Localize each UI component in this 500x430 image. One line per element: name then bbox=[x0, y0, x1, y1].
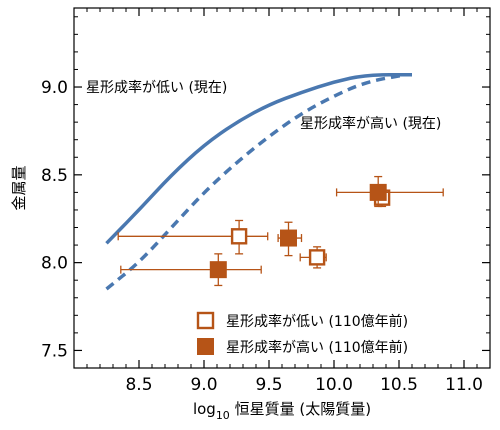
annotation-high-sfr-now: 星形成率が高い (現在) bbox=[300, 115, 441, 132]
legend: 星形成率が低い (110億年前) 星形成率が高い (110億年前) bbox=[196, 311, 408, 356]
line-low-sfr-now bbox=[105, 72, 412, 245]
x-tick-label: 10.5 bbox=[380, 375, 418, 395]
open-square-point bbox=[299, 246, 327, 269]
x-tick-label: 9.0 bbox=[190, 375, 217, 395]
filled-square-point bbox=[120, 253, 262, 287]
filled-square-marker bbox=[280, 229, 297, 247]
filled-square-marker bbox=[369, 183, 387, 201]
y-tick-label: 8.0 bbox=[41, 254, 68, 274]
filled-square-marker bbox=[209, 261, 227, 279]
legend-entry: 星形成率が低い (110億年前) bbox=[226, 313, 408, 330]
x-tick-label: 10.0 bbox=[315, 375, 353, 395]
open-square-marker bbox=[308, 249, 326, 266]
y-tick-label: 8.5 bbox=[41, 166, 68, 186]
data-points bbox=[117, 175, 444, 287]
x-tick-label: 11.0 bbox=[445, 375, 483, 395]
annotation-low-sfr-now: 星形成率が低い (現在) bbox=[86, 79, 227, 96]
axes: 8.5 9.0 9.5 10.0 10.5 11.0 7.5 8.0 8.5 9.0 bbox=[41, 7, 491, 395]
legend-open-square-icon bbox=[196, 311, 215, 330]
x-axis-label-sub: 10 bbox=[216, 409, 230, 422]
open-square-marker bbox=[230, 228, 248, 245]
legend-filled-square-icon bbox=[197, 338, 214, 355]
line-high-sfr-now bbox=[105, 73, 406, 291]
open-square-point bbox=[117, 219, 269, 255]
y-axis-label: 金属量 bbox=[10, 165, 28, 210]
y-tick-label: 7.5 bbox=[41, 341, 68, 361]
x-axis-label-rest: 恒星質量 (太陽質量) bbox=[230, 400, 371, 418]
legend-entry: 星形成率が高い (110億年前) bbox=[226, 339, 408, 356]
x-axis-label-main: log bbox=[193, 400, 216, 418]
filled-square-point bbox=[277, 221, 303, 257]
x-tick-label: 8.5 bbox=[125, 375, 152, 395]
trend-lines bbox=[105, 72, 412, 291]
y-tick-label: 9.0 bbox=[41, 78, 68, 98]
x-axis-label: log10 恒星質量 (太陽質量) bbox=[193, 400, 371, 422]
filled-square-point bbox=[335, 175, 444, 208]
x-tick-label: 9.5 bbox=[255, 375, 282, 395]
